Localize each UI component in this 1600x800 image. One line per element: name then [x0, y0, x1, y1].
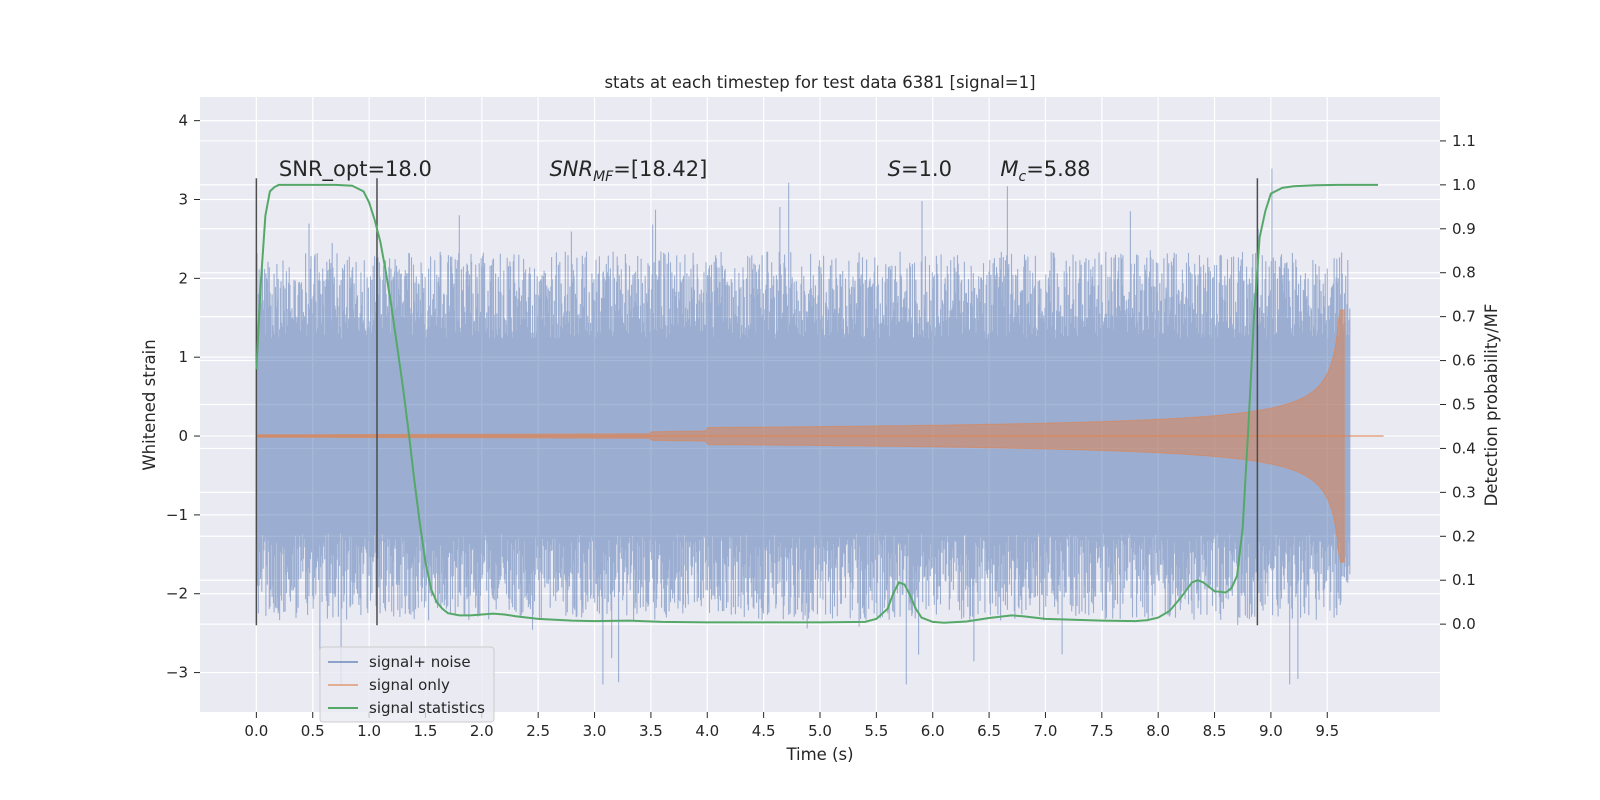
yr-tick-label-10: 1.0	[1452, 176, 1476, 194]
x-tick-label-17: 8.5	[1203, 722, 1227, 740]
x-tick-label-18: 9.0	[1259, 722, 1283, 740]
x-tick-label-0: 0.0	[244, 722, 268, 740]
series-signal-statistics	[255, 183, 1378, 624]
yr-tick-label-5: 0.5	[1452, 396, 1476, 414]
annotation-3: Mc=5.88	[1000, 157, 1090, 185]
vertical-markers	[255, 178, 1259, 626]
yr-tick-label-6: 0.6	[1452, 352, 1476, 370]
annotation-1: SNRMF=[18.42]	[549, 157, 707, 185]
series-signal-only	[255, 309, 1384, 563]
y-axis-left-ticks: −3 −2 −1 0 1 2 3 4	[166, 112, 200, 682]
y-tick-label-2: −1	[166, 506, 188, 524]
x-tick-label-6: 3.0	[583, 722, 607, 740]
yr-tick-label-8: 0.8	[1452, 264, 1476, 282]
chart-title: stats at each timestep for test data 638…	[604, 73, 1035, 92]
x-tick-label-4: 2.0	[470, 722, 494, 740]
y-tick-label-7: 4	[178, 112, 188, 130]
y-tick-label-0: −3	[166, 664, 188, 682]
x-tick-label-14: 7.0	[1034, 722, 1058, 740]
yr-tick-label-4: 0.4	[1452, 439, 1476, 457]
y-tick-label-1: −2	[166, 585, 188, 603]
y-tick-label-6: 3	[178, 191, 188, 209]
legend: signal+ noise signal only signal statist…	[319, 646, 495, 723]
yr-tick-label-11: 1.1	[1452, 132, 1476, 150]
annotation-0: SNR_opt=18.0	[279, 157, 432, 182]
yr-tick-label-7: 0.7	[1452, 308, 1476, 326]
x-tick-label-2: 1.0	[357, 722, 381, 740]
x-tick-label-3: 1.5	[414, 722, 438, 740]
y-tick-label-4: 1	[178, 348, 188, 366]
legend-label-signal: signal only	[369, 676, 450, 694]
x-tick-label-8: 4.0	[695, 722, 719, 740]
x-tick-label-1: 0.5	[301, 722, 325, 740]
x-tick-label-5: 2.5	[526, 722, 550, 740]
y-axis-right-ticks: 0.0 0.1 0.2 0.3 0.4 0.5 0.6 0.7 0.8 0.9 1.0 1.1	[1440, 132, 1476, 633]
annotations: SNR_opt=18.0 SNRMF=[18.42] S=1.0 Mc=5.88	[279, 157, 1091, 185]
yr-tick-label-2: 0.2	[1452, 527, 1476, 545]
yr-tick-label-0: 0.0	[1452, 615, 1476, 633]
x-tick-label-9: 4.5	[752, 722, 776, 740]
y-tick-label-5: 2	[178, 269, 188, 287]
yr-tick-label-3: 0.3	[1452, 483, 1476, 501]
legend-label-statistics: signal statistics	[369, 699, 485, 717]
x-tick-label-10: 5.0	[808, 722, 832, 740]
x-tick-label-16: 8.0	[1146, 722, 1170, 740]
yr-tick-label-9: 0.9	[1452, 220, 1476, 238]
statistics-line	[255, 183, 1378, 624]
y-axis-label: Whitened strain	[140, 339, 159, 470]
x-tick-label-13: 6.5	[977, 722, 1001, 740]
y-tick-label-3: 0	[178, 427, 188, 445]
x-tick-label-19: 9.5	[1315, 722, 1339, 740]
x-tick-label-7: 3.5	[639, 722, 663, 740]
x-axis-ticks: 0.0 0.5 1.0 1.5 2.0 2.5 3.0 3.5 4.0 4.5 5.0 5.5 6.0 6…	[244, 712, 1339, 740]
legend-label-noise: signal+ noise	[369, 653, 471, 671]
y-axis-right-label: Detection probability/MF	[1482, 304, 1501, 507]
annotation-2: S=1.0	[888, 157, 952, 181]
x-tick-label-15: 7.5	[1090, 722, 1114, 740]
x-tick-label-11: 5.5	[864, 722, 888, 740]
legend-box	[319, 646, 495, 723]
yr-tick-label-1: 0.1	[1452, 571, 1476, 589]
x-axis-label: Time (s)	[785, 745, 853, 764]
x-tick-label-12: 6.0	[921, 722, 945, 740]
